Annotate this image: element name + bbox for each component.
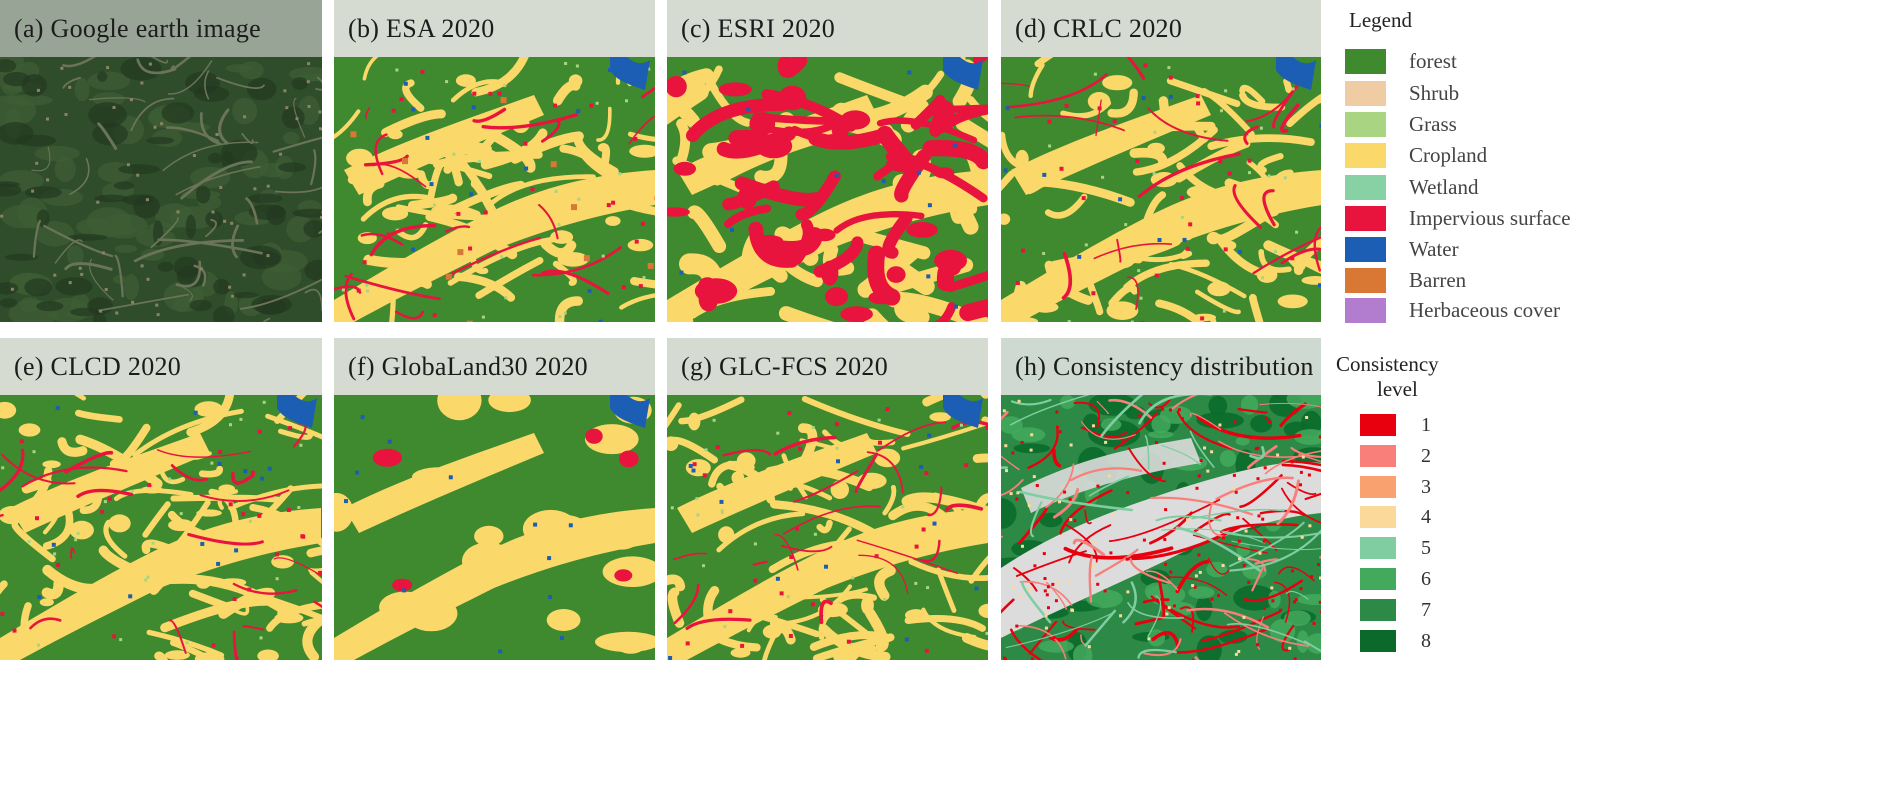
panel-google-earth-image: (a) Google earth image [0, 0, 322, 322]
legend-label: Wetland [1409, 174, 1479, 199]
consistency-swatch [1360, 506, 1396, 528]
consistency-label: 7 [1421, 598, 1431, 621]
panel-esri-2020: (c) ESRI 2020 [667, 0, 988, 322]
legend-item-barren: Barren [1345, 266, 1466, 294]
consistency-swatch [1360, 568, 1396, 590]
consistency-swatch [1360, 445, 1396, 467]
panel-title-e: (e) CLCD 2020 [0, 338, 322, 395]
consistency-label: 1 [1421, 413, 1431, 436]
legend-item-impervious-surface: Impervious surface [1345, 204, 1571, 232]
legend-item-grass: Grass [1345, 110, 1457, 138]
panel-consistency-distribution: (h) Consistency distribution [1001, 338, 1321, 660]
panel-title-c: (c) ESRI 2020 [667, 0, 988, 57]
panel-title-h: (h) Consistency distribution [1001, 338, 1321, 395]
consistency-legend-title: Consistency [1336, 352, 1439, 376]
consistency-level-5: 5 [1360, 534, 1431, 562]
legend-swatch [1345, 236, 1386, 262]
consistency-label: 2 [1421, 444, 1431, 467]
panel-title-d: (d) CRLC 2020 [1001, 0, 1321, 57]
legend-item-wetland: Wetland [1345, 173, 1478, 201]
panel-title-b: (b) ESA 2020 [334, 0, 655, 57]
legend-swatch [1345, 174, 1386, 200]
legend-item-forest: forest [1345, 47, 1457, 75]
consistency-level-7: 7 [1360, 596, 1431, 624]
consistency-level-6: 6 [1360, 565, 1431, 593]
consistency-label: 3 [1421, 475, 1431, 498]
consistency-level-1: 1 [1360, 411, 1431, 439]
consistency-legend-subtitle: level [1377, 377, 1418, 401]
consistency-label: 5 [1421, 536, 1431, 559]
panel-title-f: (f) GlobaLand30 2020 [334, 338, 655, 395]
legend-swatch [1345, 80, 1386, 106]
consistency-swatch [1360, 476, 1396, 498]
consistency-label: 6 [1421, 567, 1431, 590]
legend-item-water: Water [1345, 235, 1459, 263]
panel-title-a: (a) Google earth image [0, 0, 322, 57]
consistency-swatch [1360, 630, 1396, 652]
legend-swatch [1345, 205, 1386, 231]
consistency-label: 4 [1421, 505, 1431, 528]
legend-item-herbaceous-cover: Herbaceous cover [1345, 296, 1560, 324]
legend-swatch [1345, 48, 1386, 74]
legend-label: Barren [1409, 267, 1467, 292]
consistency-label: 8 [1421, 629, 1431, 652]
panel-globaland30-2020: (f) GlobaLand30 2020 [334, 338, 655, 660]
legend-swatch [1345, 297, 1386, 323]
legend-swatch [1345, 142, 1386, 168]
legend-title: Legend [1349, 8, 1412, 32]
consistency-level-3: 3 [1360, 473, 1431, 501]
panel-clcd-2020: (e) CLCD 2020 [0, 338, 322, 660]
legend-item-cropland: Cropland [1345, 141, 1487, 169]
legend-label: Grass [1409, 111, 1457, 136]
consistency-swatch [1360, 599, 1396, 621]
consistency-swatch [1360, 414, 1396, 436]
legend-item-shrub: Shrub [1345, 79, 1459, 107]
legend-label: Cropland [1409, 142, 1488, 167]
legend-label: Impervious surface [1409, 205, 1571, 230]
panel-title-g: (g) GLC-FCS 2020 [667, 338, 988, 395]
panel-esa-2020: (b) ESA 2020 [334, 0, 655, 322]
consistency-level-2: 2 [1360, 442, 1431, 470]
legend-label: Water [1409, 236, 1459, 261]
legend-swatch [1345, 111, 1386, 137]
consistency-swatch [1360, 537, 1396, 559]
legend-label: Shrub [1409, 80, 1460, 105]
consistency-level-8: 8 [1360, 627, 1431, 655]
consistency-level-4: 4 [1360, 503, 1431, 531]
panel-glc-fcs-2020: (g) GLC-FCS 2020 [667, 338, 988, 660]
map-canvas-d [1001, 0, 1321, 322]
legend-swatch [1345, 267, 1386, 293]
panel-crlc-2020: (d) CRLC 2020 [1001, 0, 1321, 322]
legend-label: Herbaceous cover [1409, 297, 1560, 322]
legend-label: forest [1409, 48, 1457, 73]
